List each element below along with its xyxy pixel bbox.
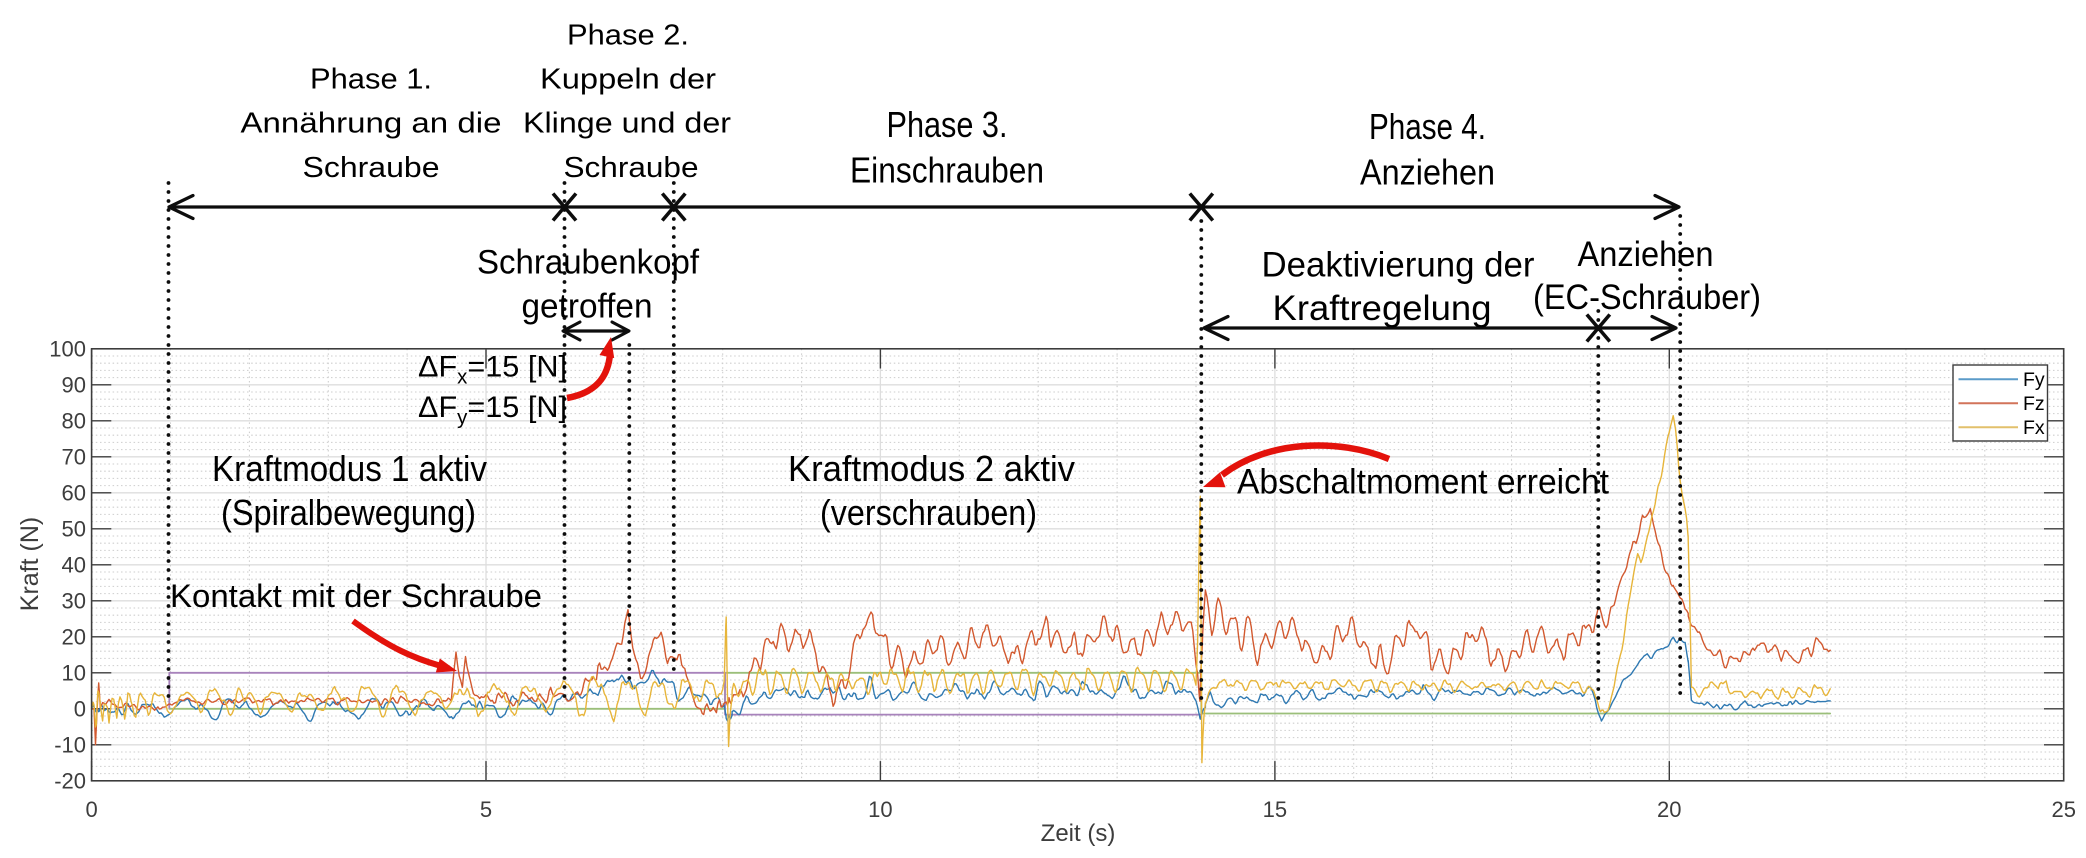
svg-text:Anziehen: Anziehen (1360, 152, 1495, 193)
svg-text:Kraft (N): Kraft (N) (16, 517, 44, 611)
svg-text:Klinge und der: Klinge und der (523, 108, 731, 140)
svg-text:ΔFx=15 [N]: ΔFx=15 [N] (418, 351, 567, 389)
svg-text:Kuppeln der: Kuppeln der (540, 64, 716, 96)
svg-text:(Spiralbewegung): (Spiralbewegung) (221, 492, 476, 533)
svg-text:getroffen: getroffen (522, 288, 653, 326)
svg-text:Kraftmodus 1 aktiv: Kraftmodus 1 aktiv (212, 448, 487, 489)
svg-text:-20: -20 (54, 768, 86, 793)
svg-text:Kraftmodus 2 aktiv: Kraftmodus 2 aktiv (788, 448, 1075, 489)
svg-text:80: 80 (62, 408, 86, 433)
svg-text:60: 60 (62, 480, 86, 505)
svg-text:Annährung an die: Annährung an die (241, 108, 502, 140)
svg-text:40: 40 (62, 552, 86, 577)
svg-text:Anziehen: Anziehen (1578, 235, 1714, 274)
svg-text:20: 20 (62, 624, 86, 649)
svg-text:(EC-Schrauber): (EC-Schrauber) (1533, 278, 1761, 317)
svg-text:0: 0 (85, 797, 97, 822)
svg-text:Fx: Fx (2023, 417, 2045, 439)
svg-text:Kontakt mit der Schraube: Kontakt mit der Schraube (170, 578, 542, 614)
svg-text:10: 10 (868, 797, 892, 822)
svg-text:Schraube: Schraube (564, 152, 699, 184)
svg-text:Phase 2.: Phase 2. (567, 20, 689, 52)
svg-text:Phase 1.: Phase 1. (310, 64, 432, 96)
svg-text:Fz: Fz (2023, 393, 2045, 415)
svg-text:Kraftregelung: Kraftregelung (1273, 289, 1492, 328)
svg-text:Deaktivierung der: Deaktivierung der (1262, 246, 1535, 285)
svg-text:Zeit (s): Zeit (s) (1041, 820, 1116, 847)
svg-text:-10: -10 (54, 732, 86, 757)
svg-text:25: 25 (2051, 797, 2075, 822)
svg-text:Abschaltmoment erreicht: Abschaltmoment erreicht (1237, 463, 1609, 502)
svg-text:Einschrauben: Einschrauben (850, 150, 1044, 191)
svg-text:ΔFy=15 [N]: ΔFy=15 [N] (418, 391, 567, 429)
svg-text:Phase 4.: Phase 4. (1369, 106, 1486, 147)
svg-text:0: 0 (74, 696, 86, 721)
svg-text:Fy: Fy (2023, 369, 2045, 391)
svg-text:10: 10 (62, 660, 86, 685)
svg-text:Phase 3.: Phase 3. (887, 104, 1008, 145)
svg-text:5: 5 (480, 797, 492, 822)
svg-text:20: 20 (1657, 797, 1681, 822)
svg-text:30: 30 (62, 588, 86, 613)
svg-text:(verschrauben): (verschrauben) (820, 492, 1037, 533)
svg-text:Schraubenkopf: Schraubenkopf (477, 244, 700, 282)
svg-text:70: 70 (62, 444, 86, 469)
svg-text:100: 100 (49, 336, 86, 361)
svg-text:90: 90 (62, 372, 86, 397)
svg-text:50: 50 (62, 516, 86, 541)
svg-text:15: 15 (1263, 797, 1287, 822)
svg-text:Schraube: Schraube (303, 152, 440, 184)
